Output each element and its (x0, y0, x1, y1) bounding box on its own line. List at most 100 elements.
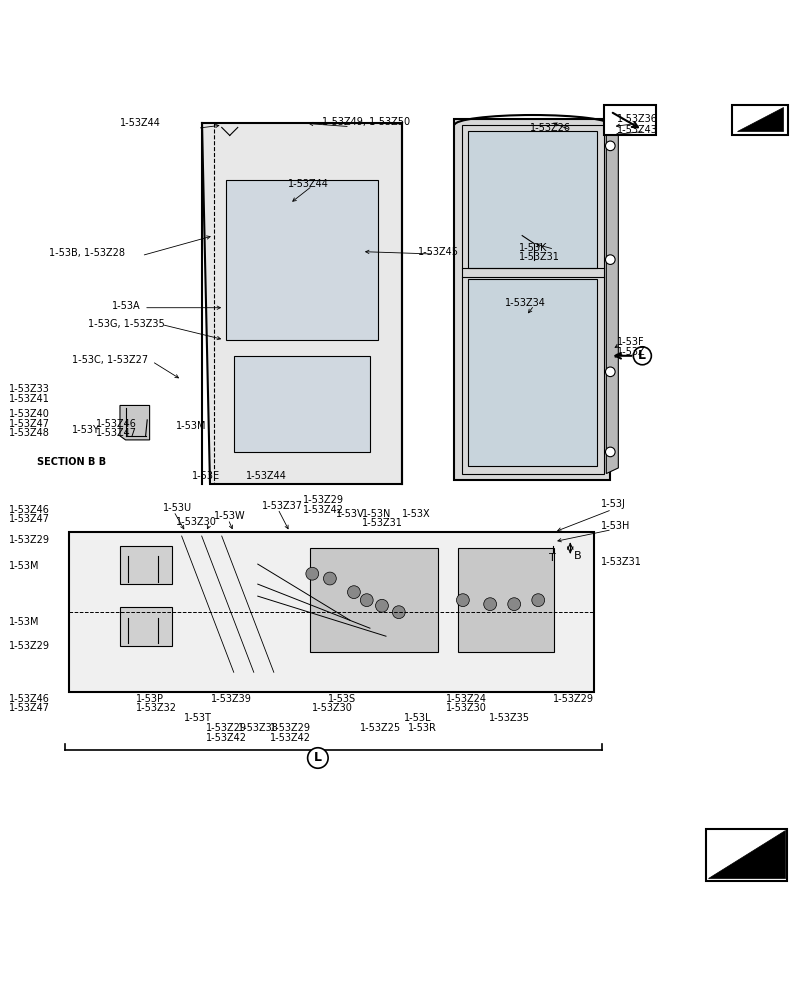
Text: 1-53Z47: 1-53Z47 (10, 514, 51, 524)
Text: 1-53Z40: 1-53Z40 (10, 409, 51, 419)
Text: 1-53Z: 1-53Z (616, 347, 645, 357)
Text: 1-53Y: 1-53Y (71, 425, 100, 435)
Text: 1-53Z30: 1-53Z30 (446, 703, 487, 713)
Text: 1-53Z29: 1-53Z29 (10, 535, 51, 545)
Circle shape (360, 594, 373, 607)
Text: 1-53Z34: 1-53Z34 (504, 298, 544, 308)
Text: 1-53Z31: 1-53Z31 (518, 252, 559, 262)
Text: 1-53Z46: 1-53Z46 (10, 694, 51, 704)
Text: 1-53Z30: 1-53Z30 (312, 703, 353, 713)
Text: 1-53M: 1-53M (10, 561, 40, 571)
Text: 1-53M: 1-53M (10, 617, 40, 627)
Polygon shape (707, 830, 784, 878)
Text: 1-53R: 1-53R (408, 723, 437, 733)
Text: 1-53P: 1-53P (136, 694, 164, 704)
Text: 1-53Z44: 1-53Z44 (246, 471, 287, 481)
Text: 1-53H: 1-53H (600, 521, 630, 531)
Circle shape (305, 567, 318, 580)
Text: 1-53Z48: 1-53Z48 (10, 428, 51, 438)
Text: 1-53Z47: 1-53Z47 (10, 419, 51, 429)
Polygon shape (454, 119, 609, 480)
Text: 1-53Z31: 1-53Z31 (600, 557, 641, 567)
Text: 1-53Z35: 1-53Z35 (488, 713, 529, 723)
Circle shape (531, 594, 544, 607)
Text: 1-53Z42: 1-53Z42 (303, 505, 344, 515)
Text: 1-53A: 1-53A (112, 301, 141, 311)
Circle shape (347, 586, 360, 599)
Circle shape (323, 572, 336, 585)
Bar (603, 105, 655, 135)
Text: 1-53E: 1-53E (192, 471, 220, 481)
Bar (309, 548, 438, 652)
Text: 1-53Z42: 1-53Z42 (206, 733, 247, 743)
Text: 1-53Z31: 1-53Z31 (361, 518, 402, 528)
Circle shape (507, 598, 520, 611)
Text: 1-53Z39: 1-53Z39 (211, 694, 252, 704)
Text: 1-53Z33: 1-53Z33 (10, 384, 51, 394)
Circle shape (375, 599, 388, 612)
Text: 1-53Z25: 1-53Z25 (360, 723, 401, 733)
Polygon shape (736, 107, 781, 131)
Text: 1-53J: 1-53J (600, 499, 625, 509)
Text: 1-53Z44: 1-53Z44 (120, 118, 161, 128)
Text: 1-53Z29: 1-53Z29 (10, 641, 51, 651)
Bar (120, 546, 172, 584)
Bar (732, 105, 787, 135)
Text: L: L (638, 349, 646, 362)
Text: 1-53K: 1-53K (518, 243, 547, 253)
Text: B: B (573, 551, 581, 561)
Text: 1-53L: 1-53L (403, 713, 430, 723)
Text: 1-53Z45: 1-53Z45 (418, 247, 459, 257)
Circle shape (605, 255, 614, 264)
Circle shape (605, 367, 614, 377)
Bar (120, 607, 172, 646)
Text: 1-53Z29: 1-53Z29 (552, 694, 593, 704)
Text: 1-53U: 1-53U (163, 503, 192, 513)
Text: 1-53F: 1-53F (616, 337, 643, 347)
Text: 1-53Z46: 1-53Z46 (96, 419, 137, 429)
Text: 1-53Z49, 1-53Z50: 1-53Z49, 1-53Z50 (321, 117, 410, 127)
Text: 1-53Z43: 1-53Z43 (616, 125, 657, 135)
Polygon shape (467, 279, 597, 466)
Text: 1-53Z44: 1-53Z44 (287, 179, 328, 189)
Polygon shape (605, 125, 618, 474)
Polygon shape (467, 131, 597, 268)
Text: 1-53Z29: 1-53Z29 (270, 723, 311, 733)
Text: 1-53Z30: 1-53Z30 (176, 517, 217, 527)
Text: 1-53Z24: 1-53Z24 (446, 694, 487, 704)
Text: 1-53Z46: 1-53Z46 (10, 505, 51, 515)
Text: 1-53Z37: 1-53Z37 (262, 501, 303, 511)
Text: SECTION B B: SECTION B B (38, 457, 107, 467)
Circle shape (456, 594, 469, 607)
Text: 1-53Z47: 1-53Z47 (10, 703, 51, 713)
Text: 1-53Z36: 1-53Z36 (616, 114, 657, 124)
Text: 1-53M: 1-53M (176, 421, 206, 431)
Polygon shape (202, 123, 402, 484)
Text: 1-53Z38: 1-53Z38 (238, 723, 279, 733)
Bar (69, 532, 593, 692)
Text: 1-53W: 1-53W (214, 511, 245, 521)
Text: 1-53Z41: 1-53Z41 (10, 394, 51, 404)
Polygon shape (120, 405, 149, 440)
Text: 1-53B, 1-53Z28: 1-53B, 1-53Z28 (50, 248, 125, 258)
Text: L: L (313, 751, 321, 764)
Text: 1-53Z29: 1-53Z29 (303, 495, 344, 505)
Text: 1-53X: 1-53X (402, 509, 430, 519)
Text: 1-53Z32: 1-53Z32 (136, 703, 177, 713)
Polygon shape (234, 356, 369, 452)
Text: 1-53Z47: 1-53Z47 (96, 428, 137, 438)
Bar (458, 548, 553, 652)
Text: 1-53C, 1-53Z27: 1-53C, 1-53Z27 (71, 355, 148, 365)
Text: 1-53N: 1-53N (361, 509, 391, 519)
Circle shape (605, 141, 614, 151)
Circle shape (605, 447, 614, 457)
Polygon shape (226, 180, 377, 340)
Text: T: T (548, 553, 556, 563)
Circle shape (483, 598, 496, 611)
Text: 1-53Z42: 1-53Z42 (270, 733, 311, 743)
Text: 1-53V: 1-53V (336, 509, 365, 519)
Text: 1-53Z26: 1-53Z26 (529, 123, 570, 133)
Bar (706, 829, 785, 881)
Circle shape (392, 606, 405, 619)
Text: 1-53G, 1-53Z35: 1-53G, 1-53Z35 (88, 319, 165, 329)
